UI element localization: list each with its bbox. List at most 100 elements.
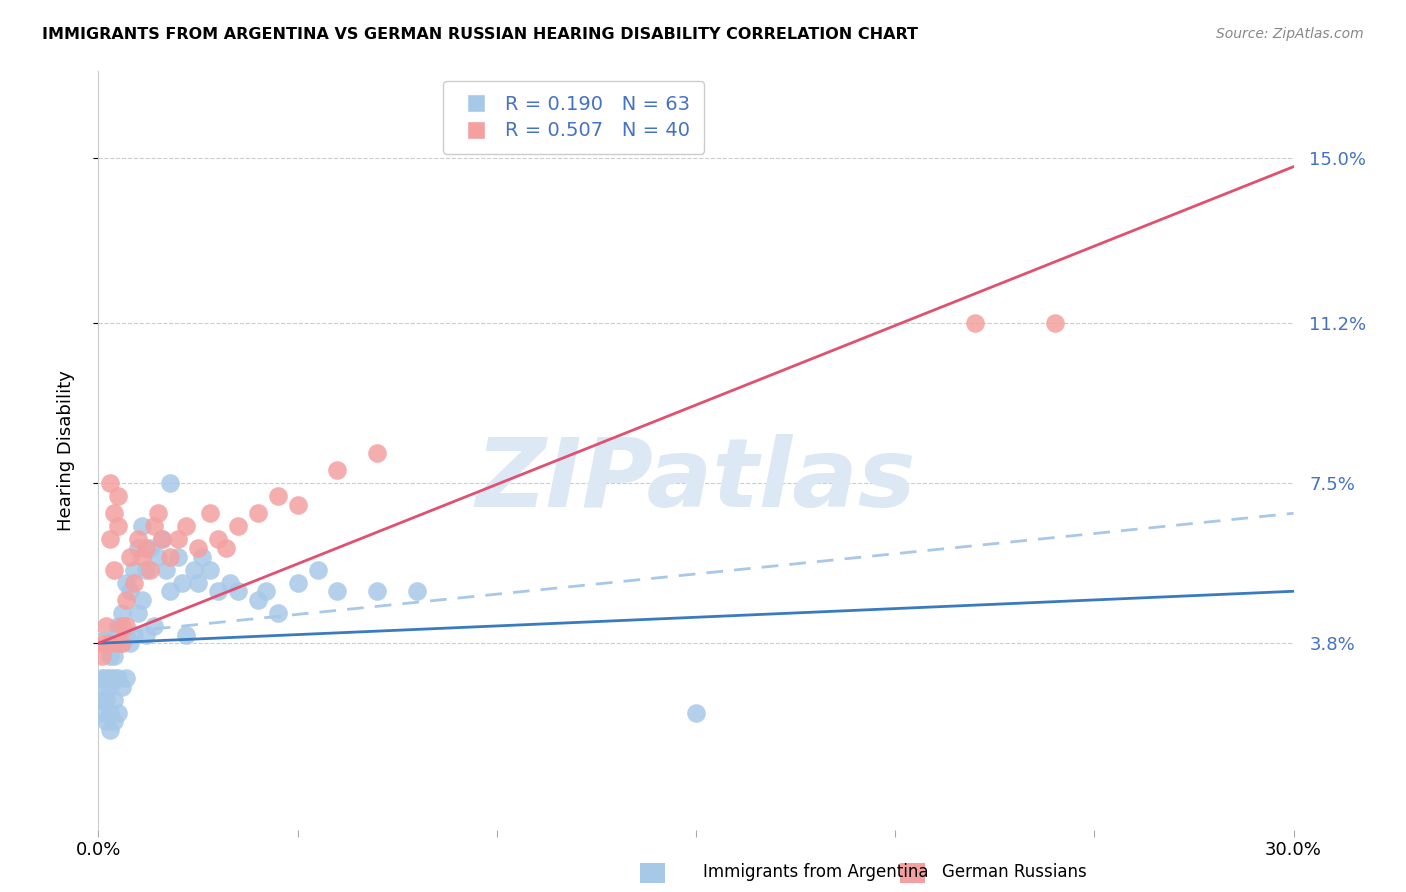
Point <box>150 533 173 547</box>
Point <box>96 671 118 685</box>
Point <box>103 563 125 577</box>
Point <box>115 619 138 633</box>
Point <box>103 692 125 706</box>
Point <box>191 549 214 564</box>
Point <box>267 489 290 503</box>
Point <box>183 563 205 577</box>
Point <box>254 584 277 599</box>
Legend: R = 0.190   N = 63, R = 0.507   N = 40: R = 0.190 N = 63, R = 0.507 N = 40 <box>443 81 703 154</box>
Point <box>115 627 138 641</box>
Point <box>131 519 153 533</box>
Point <box>98 636 122 650</box>
Point <box>226 584 249 599</box>
Point <box>198 506 221 520</box>
Point <box>215 541 238 555</box>
Point <box>111 636 134 650</box>
Point <box>107 706 129 720</box>
Point <box>107 489 129 503</box>
Point <box>103 649 125 664</box>
Point <box>96 714 118 729</box>
Point <box>174 627 197 641</box>
Point <box>98 533 122 547</box>
Point <box>96 619 118 633</box>
Point <box>103 636 125 650</box>
Point <box>148 549 170 564</box>
Point <box>115 593 138 607</box>
Point <box>124 575 146 590</box>
Point <box>107 519 129 533</box>
Point <box>207 584 229 599</box>
Point <box>167 549 190 564</box>
Point <box>111 636 134 650</box>
Point <box>115 575 138 590</box>
Text: IMMIGRANTS FROM ARGENTINA VS GERMAN RUSSIAN HEARING DISABILITY CORRELATION CHART: IMMIGRANTS FROM ARGENTINA VS GERMAN RUSS… <box>42 27 918 42</box>
Point <box>107 671 129 685</box>
Point <box>98 649 122 664</box>
Point <box>150 533 173 547</box>
Point <box>246 506 269 520</box>
Point <box>172 575 194 590</box>
Point <box>326 463 349 477</box>
Point <box>167 533 190 547</box>
Point <box>91 636 114 650</box>
Point <box>98 706 122 720</box>
Point <box>91 671 114 685</box>
Point <box>127 533 149 547</box>
Point <box>187 541 209 555</box>
Point <box>406 584 429 599</box>
Point <box>198 563 221 577</box>
Point <box>91 692 114 706</box>
Point <box>96 680 118 694</box>
Point <box>120 636 142 650</box>
Point <box>307 563 329 577</box>
Point <box>143 519 166 533</box>
Point <box>124 563 146 577</box>
Point <box>127 606 149 620</box>
Point <box>98 723 122 737</box>
Point <box>127 541 149 555</box>
Point <box>159 584 181 599</box>
Point <box>963 316 986 330</box>
Point <box>120 549 142 564</box>
Point <box>159 549 181 564</box>
Point <box>111 619 134 633</box>
Point <box>131 593 153 607</box>
Point <box>174 519 197 533</box>
Point <box>685 706 707 720</box>
Point <box>111 680 134 694</box>
Point <box>326 584 349 599</box>
Point <box>131 549 153 564</box>
Point <box>267 606 290 620</box>
Point <box>246 593 269 607</box>
Text: ZIPatlas: ZIPatlas <box>475 434 917 527</box>
Point <box>98 680 122 694</box>
Text: Source: ZipAtlas.com: Source: ZipAtlas.com <box>1216 27 1364 41</box>
Point <box>139 541 162 555</box>
Point <box>98 671 122 685</box>
Point <box>91 706 114 720</box>
Point <box>287 498 309 512</box>
Point <box>135 563 157 577</box>
Point <box>103 506 125 520</box>
Point <box>135 541 157 555</box>
Point <box>91 649 114 664</box>
Point <box>155 563 177 577</box>
Text: Immigrants from Argentina: Immigrants from Argentina <box>703 863 928 881</box>
Point <box>139 563 162 577</box>
Point <box>120 584 142 599</box>
Point <box>103 671 125 685</box>
Point <box>107 619 129 633</box>
Point <box>226 519 249 533</box>
Point <box>103 714 125 729</box>
Point <box>366 445 388 459</box>
Point <box>287 575 309 590</box>
Point <box>98 475 122 490</box>
Point <box>366 584 388 599</box>
Point <box>111 606 134 620</box>
Point <box>219 575 242 590</box>
Point <box>124 627 146 641</box>
Point <box>187 575 209 590</box>
Point <box>159 475 181 490</box>
Point <box>148 506 170 520</box>
Point <box>135 627 157 641</box>
